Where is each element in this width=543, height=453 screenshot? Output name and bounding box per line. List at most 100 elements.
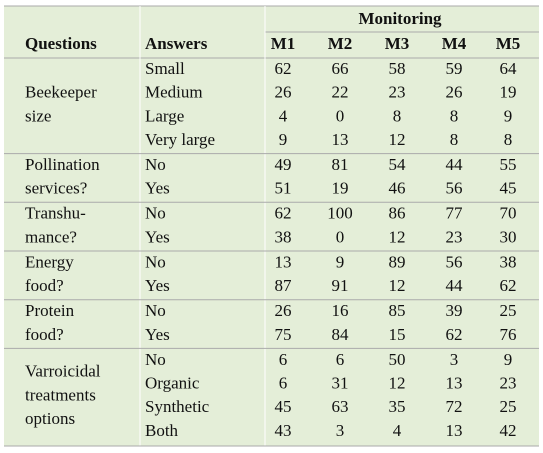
cell-value: 35 <box>389 397 406 416</box>
cell-value: 45 <box>500 179 517 198</box>
cell-value: 62 <box>500 276 517 295</box>
cell-value: 6 <box>279 350 288 369</box>
column-header: M1 <box>271 34 296 53</box>
question: Protein <box>25 301 75 320</box>
cell-value: 54 <box>389 155 407 174</box>
question: services? <box>25 179 87 198</box>
cell-value: 64 <box>500 59 518 78</box>
cell-value: 63 <box>332 397 349 416</box>
answer: Yes <box>145 179 170 198</box>
cell-value: 12 <box>389 130 406 149</box>
question: food? <box>25 276 64 295</box>
question: options <box>25 409 75 428</box>
question: treatments <box>25 385 96 404</box>
table-background <box>4 6 539 446</box>
cell-value: 13 <box>446 421 463 440</box>
cell-value: 0 <box>336 227 345 246</box>
cell-value: 72 <box>446 397 463 416</box>
cell-value: 16 <box>332 301 349 320</box>
cell-value: 12 <box>389 374 406 393</box>
cell-value: 9 <box>336 252 345 271</box>
column-header: M4 <box>442 34 467 53</box>
cell-value: 44 <box>446 276 464 295</box>
cell-value: 3 <box>336 421 345 440</box>
cell-value: 13 <box>332 130 349 149</box>
answer: Yes <box>145 227 170 246</box>
cell-value: 8 <box>450 106 459 125</box>
cell-value: 91 <box>332 276 349 295</box>
answer: Yes <box>145 325 170 344</box>
cell-value: 6 <box>336 350 345 369</box>
cell-value: 19 <box>500 83 517 102</box>
question: mance? <box>25 227 77 246</box>
cell-value: 12 <box>389 276 406 295</box>
answer: Large <box>145 106 184 125</box>
answer: No <box>145 252 166 271</box>
cell-value: 44 <box>446 155 464 174</box>
cell-value: 49 <box>275 155 292 174</box>
answer: No <box>145 350 166 369</box>
cell-value: 3 <box>450 350 459 369</box>
cell-value: 23 <box>446 227 463 246</box>
cell-value: 86 <box>389 204 406 223</box>
question: Beekeeper <box>25 83 97 102</box>
cell-value: 46 <box>389 179 406 198</box>
cell-value: 30 <box>500 227 517 246</box>
cell-value: 26 <box>275 301 292 320</box>
cell-value: 38 <box>500 252 517 271</box>
cell-value: 81 <box>332 155 349 174</box>
answer: No <box>145 204 166 223</box>
cell-value: 0 <box>336 106 345 125</box>
cell-value: 31 <box>332 374 349 393</box>
cell-value: 4 <box>393 421 402 440</box>
cell-value: 66 <box>332 59 349 78</box>
cell-value: 75 <box>275 325 292 344</box>
answer: Medium <box>145 83 203 102</box>
answer: No <box>145 301 166 320</box>
answer: Very large <box>145 130 215 149</box>
cell-value: 26 <box>446 83 463 102</box>
column-header: Answers <box>145 34 208 53</box>
column-header: M5 <box>496 34 521 53</box>
cell-value: 8 <box>450 130 459 149</box>
cell-value: 77 <box>446 204 464 223</box>
cell-value: 39 <box>446 301 463 320</box>
cell-value: 43 <box>275 421 292 440</box>
question: food? <box>25 325 64 344</box>
cell-value: 9 <box>504 350 513 369</box>
question: Pollination <box>25 155 100 174</box>
cell-value: 58 <box>389 59 406 78</box>
answer: No <box>145 155 166 174</box>
cell-value: 25 <box>500 301 517 320</box>
cell-value: 26 <box>275 83 292 102</box>
cell-value: 19 <box>332 179 349 198</box>
cell-value: 76 <box>500 325 517 344</box>
cell-value: 13 <box>275 252 292 271</box>
column-header: M3 <box>385 34 410 53</box>
cell-value: 84 <box>332 325 350 344</box>
cell-value: 23 <box>389 83 406 102</box>
question: size <box>25 106 51 125</box>
question: Varroicidal <box>25 362 101 381</box>
cell-value: 22 <box>332 83 349 102</box>
column-header: Questions <box>25 34 97 53</box>
cell-value: 59 <box>446 59 463 78</box>
cell-value: 8 <box>393 106 402 125</box>
cell-value: 51 <box>275 179 292 198</box>
group-header: Monitoring <box>358 9 442 28</box>
cell-value: 56 <box>446 252 463 271</box>
cell-value: 100 <box>327 204 353 223</box>
cell-value: 13 <box>446 374 463 393</box>
answer: Synthetic <box>145 397 210 416</box>
answer: Organic <box>145 374 200 393</box>
cell-value: 45 <box>275 397 292 416</box>
cell-value: 87 <box>275 276 293 295</box>
cell-value: 25 <box>500 397 517 416</box>
cell-value: 85 <box>389 301 406 320</box>
cell-value: 9 <box>279 130 288 149</box>
column-header: M2 <box>328 34 353 53</box>
cell-value: 62 <box>275 204 292 223</box>
cell-value: 50 <box>389 350 406 369</box>
cell-value: 8 <box>504 130 513 149</box>
